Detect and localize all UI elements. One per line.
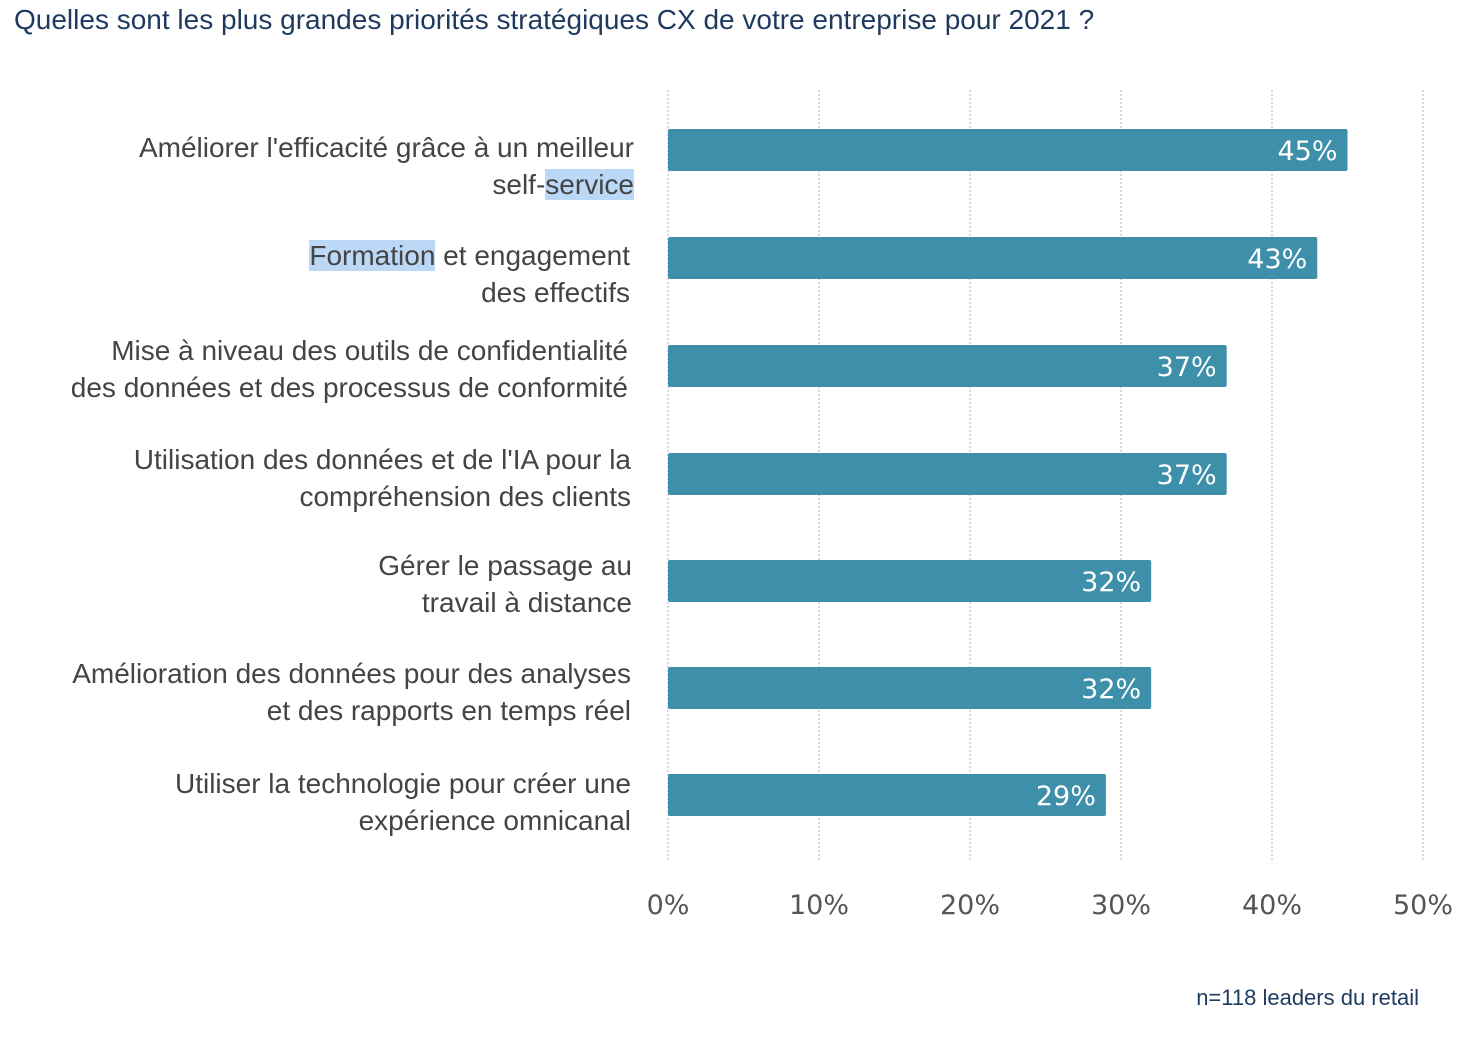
- sample-size-note: n=118 leaders du retail: [1196, 985, 1419, 1010]
- category-label-1: Formation et engagement des effectifs: [309, 240, 630, 308]
- bar-value-label-6: 29%: [1036, 781, 1096, 812]
- x-tick-label-1: 10%: [789, 890, 849, 921]
- x-tick-label-5: 50%: [1393, 890, 1453, 921]
- bar-6: [668, 774, 1106, 816]
- category-label-5: Amélioration des données pour des analys…: [72, 658, 631, 726]
- x-tick-label-3: 30%: [1091, 890, 1151, 921]
- bar-2: [668, 345, 1227, 387]
- bar-3: [668, 453, 1227, 495]
- bar-value-label-4: 32%: [1081, 567, 1141, 598]
- x-tick-label-0: 0%: [647, 890, 690, 921]
- category-label-6: Utiliser la technologie pour créer une e…: [174, 768, 631, 836]
- category-label-4: Gérer le passage au travail à distance: [378, 550, 632, 618]
- bar-value-label-0: 45%: [1277, 136, 1337, 167]
- bar-4: [668, 560, 1152, 602]
- category-label-0: Améliorer l'efficacité grâce à un meille…: [138, 132, 634, 200]
- x-tick-label-2: 20%: [940, 890, 1000, 921]
- x-tick-label-4: 40%: [1242, 890, 1302, 921]
- bar-0: [668, 129, 1348, 171]
- category-label-3: Utilisation des données et de l'IA pour …: [133, 444, 631, 512]
- bar-1: [668, 237, 1318, 279]
- bar-5: [668, 667, 1152, 709]
- bar-value-label-5: 32%: [1081, 674, 1141, 705]
- chart-title: Quelles sont les plus grandes priorités …: [14, 4, 1095, 35]
- category-label-2: Mise à niveau des outils de confidential…: [70, 335, 628, 403]
- bar-value-label-2: 37%: [1157, 352, 1217, 383]
- bar-value-label-1: 43%: [1247, 244, 1307, 275]
- bar-value-label-3: 37%: [1157, 460, 1217, 491]
